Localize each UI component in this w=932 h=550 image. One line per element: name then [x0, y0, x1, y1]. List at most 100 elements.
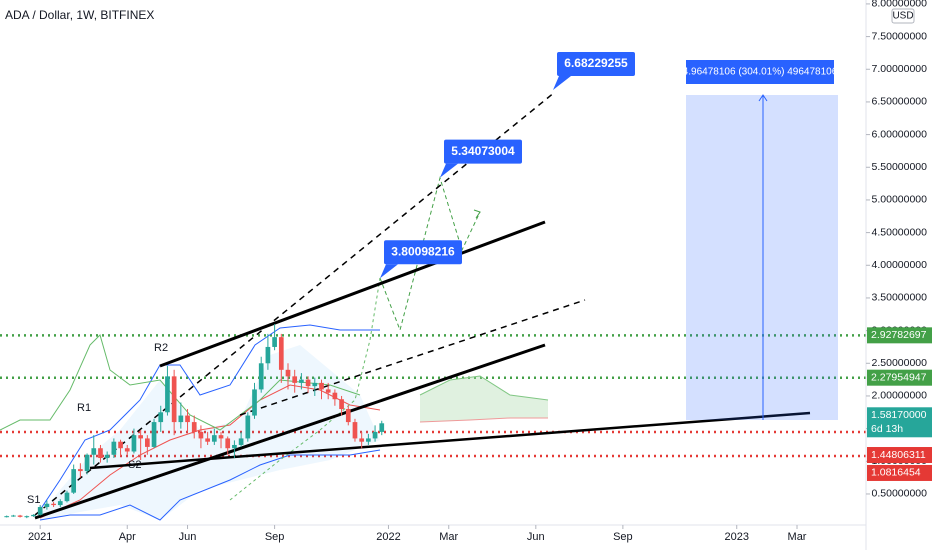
candle-body — [124, 448, 130, 452]
countdown: 6d 13h — [871, 423, 903, 435]
y-tick-label: 5.50000000 — [872, 161, 928, 173]
candle-body — [332, 392, 338, 400]
pivot-label: R2 — [154, 342, 168, 354]
x-tick-label: 2023 — [724, 531, 748, 543]
measure-arrowhead — [758, 94, 768, 102]
candle-body — [111, 441, 117, 455]
y-tick-label: 5.00000000 — [872, 194, 928, 206]
price-label-box — [867, 407, 932, 438]
candle-body — [98, 448, 103, 459]
candle-body — [339, 399, 344, 410]
measure-label: 4.96478106 (304.01%) 496478106 — [683, 67, 838, 78]
candle-body — [285, 369, 291, 377]
callout-box — [444, 139, 522, 164]
candle-body — [319, 382, 324, 390]
callout-label: 3.80098216 — [391, 244, 455, 258]
y-tick-label: 0.50000000 — [872, 488, 928, 500]
wave-projection — [379, 176, 481, 332]
candle-body — [118, 441, 123, 449]
candle-body — [278, 337, 284, 370]
candle-body — [71, 469, 77, 493]
callout-pointer — [440, 163, 458, 178]
candle-body — [84, 454, 90, 472]
x-tick-label: Sep — [265, 531, 285, 543]
candle-body — [91, 448, 97, 455]
y-tick-label: 6.00000000 — [872, 128, 928, 140]
y-tick-label: 7.00000000 — [872, 63, 928, 75]
price-label: 1.0816454 — [871, 467, 921, 479]
pivot-label: S2 — [128, 459, 141, 471]
chart-title: ADA / Dollar, 1W, BITFINEX — [5, 8, 154, 22]
callout-label: 5.34073004 — [451, 144, 515, 158]
callout-box — [384, 240, 462, 265]
price-label: 1.58170000 — [871, 409, 927, 421]
axes: 0.500000001.000000001.500000002.00000000… — [28, 0, 932, 543]
candle-body — [272, 337, 277, 347]
price-label: 1.44806311 — [871, 449, 926, 461]
pivot-label: S1 — [27, 494, 40, 506]
y-tick-label: 2.00000000 — [872, 390, 928, 402]
span-b — [419, 417, 548, 423]
candle-body — [252, 389, 257, 416]
y-tick-label: 4.50000000 — [872, 226, 928, 238]
candle-body — [17, 515, 23, 517]
currency: USD — [892, 11, 913, 22]
y-tick-label: 4.00000000 — [872, 259, 928, 271]
candle-body — [131, 435, 137, 452]
candle-body — [299, 379, 304, 383]
candle-body — [372, 431, 378, 439]
candle-body — [359, 438, 365, 442]
x-tick-label: Mar — [788, 531, 807, 543]
x-tick-label: Jun — [179, 531, 197, 543]
x-tick-label: Sep — [613, 531, 633, 543]
x-tick-label: 2022 — [376, 531, 400, 543]
candle-body — [145, 438, 150, 447]
currency-box — [891, 8, 915, 24]
candle-body — [232, 444, 237, 449]
price-label: 2.92782697 — [871, 329, 927, 341]
candle-body — [171, 376, 177, 423]
candle-body — [24, 516, 30, 518]
candle-body — [165, 376, 170, 413]
price-label-box — [867, 447, 932, 464]
candle-body — [37, 507, 43, 515]
candle-body — [379, 423, 385, 432]
candle-body — [31, 514, 36, 517]
callouts: 3.80098216 5.34073004 6.68229255 — [380, 52, 635, 279]
lower-band — [39, 449, 381, 521]
candles — [4, 324, 385, 519]
trendline — [34, 343, 546, 520]
candle-body — [44, 503, 50, 508]
price-label-box — [867, 369, 932, 386]
candle-body — [352, 422, 358, 439]
cloud — [420, 376, 548, 422]
candle-body — [185, 415, 190, 423]
measure: 4.96478106 (304.01%) 496478106 — [683, 60, 838, 420]
candle-body — [158, 412, 164, 423]
trendline — [89, 411, 811, 470]
pivots: S1 R1 R2 S2 — [27, 342, 168, 506]
candle-body — [104, 454, 110, 459]
measure-area — [686, 95, 838, 420]
candle-body — [51, 503, 56, 506]
y-tick-label: 7.50000000 — [872, 30, 928, 42]
candle-body — [218, 435, 224, 439]
pivot-label: R1 — [77, 402, 91, 414]
candle-body — [265, 346, 271, 364]
measure-label-box — [686, 60, 834, 84]
candle-body — [366, 438, 371, 442]
candle-body — [258, 363, 264, 390]
span-a — [419, 375, 549, 401]
callout-label: 6.68229255 — [564, 56, 628, 70]
grid — [0, 334, 866, 458]
candle-body — [138, 435, 143, 439]
trendline — [159, 220, 546, 368]
candle-body — [57, 501, 63, 506]
x-tick-label: Jun — [527, 531, 545, 543]
candle-body — [198, 431, 204, 439]
dashed-trendline — [239, 299, 586, 416]
y-tick-label: 6.50000000 — [872, 96, 928, 108]
y-tick-label: 8.00000000 — [872, 0, 928, 10]
callout-box — [557, 52, 635, 77]
